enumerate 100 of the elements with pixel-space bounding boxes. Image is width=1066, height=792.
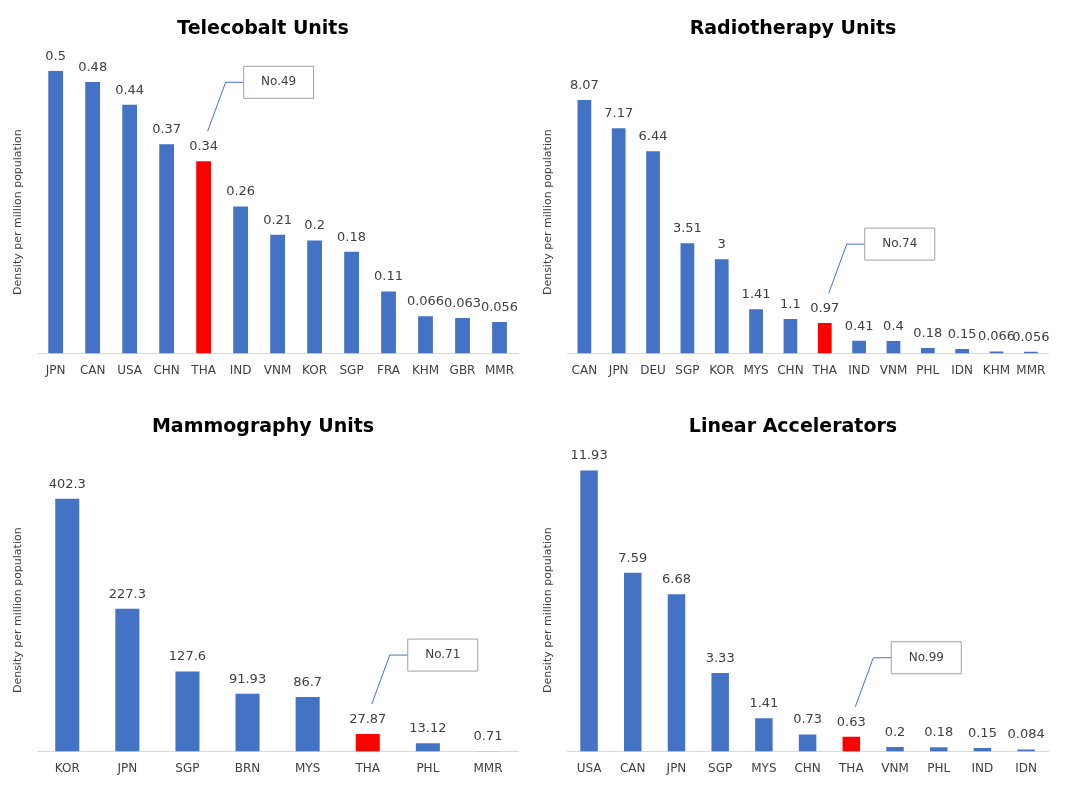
bar xyxy=(307,240,322,354)
bar xyxy=(680,243,695,354)
x-tick-label: CAN xyxy=(619,760,646,775)
data-label: 6.68 xyxy=(662,571,691,587)
x-tick-label: IND xyxy=(229,362,252,377)
x-tick-label: SGP xyxy=(175,760,200,775)
data-label: 0.15 xyxy=(947,325,977,341)
bar xyxy=(159,144,175,354)
data-label: 0.15 xyxy=(967,724,997,740)
bar xyxy=(122,104,138,354)
data-label: 7.17 xyxy=(604,105,634,121)
x-tick-label: MMR xyxy=(473,760,503,775)
data-label: 13.12 xyxy=(409,720,447,736)
data-label: 0.056 xyxy=(480,298,519,314)
bar xyxy=(415,743,440,752)
x-tick-label: USA xyxy=(117,362,143,377)
chart-title: Radiotherapy Units xyxy=(689,16,897,39)
data-label: 0.063 xyxy=(443,294,482,310)
y-axis-title: Density per million population xyxy=(541,527,555,694)
bar xyxy=(233,206,249,354)
data-label: 0.21 xyxy=(263,211,293,227)
x-tick-label: BRN xyxy=(234,760,261,775)
bar xyxy=(817,323,832,354)
data-label: 27.87 xyxy=(349,710,387,726)
x-tick-label: IDN xyxy=(951,362,974,377)
data-label: 0.97 xyxy=(810,300,840,315)
bar xyxy=(85,82,101,354)
x-tick-label: JPN xyxy=(44,362,66,377)
x-tick-label: CHN xyxy=(153,362,180,377)
bar xyxy=(646,151,660,354)
bar xyxy=(920,347,935,354)
data-label: 0.48 xyxy=(78,58,108,74)
data-label: 0.084 xyxy=(1007,726,1045,742)
data-label: 1.41 xyxy=(749,695,779,711)
annotation: No.99 xyxy=(908,649,944,664)
x-tick-label: SGP xyxy=(675,362,700,377)
data-label: 0.63 xyxy=(836,713,866,729)
x-tick-label: IDN xyxy=(1015,760,1038,775)
bar xyxy=(344,251,359,354)
x-tick-label: THA xyxy=(190,362,217,377)
x-tick-label: THA xyxy=(838,760,865,775)
x-tick-label: MYS xyxy=(751,760,777,775)
chart-title: Linear Accelerators xyxy=(688,414,898,437)
bar xyxy=(48,70,64,354)
bar xyxy=(749,309,763,354)
data-label: 0.44 xyxy=(115,81,145,97)
chart-title: Telecobalt Units xyxy=(177,16,349,39)
data-label: 127.6 xyxy=(168,648,207,664)
bar xyxy=(492,321,507,354)
annotation: No.71 xyxy=(425,647,461,662)
bar xyxy=(711,673,729,752)
bar xyxy=(580,470,598,752)
bar xyxy=(886,341,901,354)
bar xyxy=(455,317,470,354)
bar xyxy=(577,100,592,354)
chart-title: Mammography Units xyxy=(151,414,375,437)
x-tick-label: SGP xyxy=(339,362,364,377)
x-tick-label: VNM xyxy=(879,362,908,377)
bar xyxy=(852,340,866,354)
data-label: 86.7 xyxy=(293,673,323,689)
data-label: 0.18 xyxy=(913,324,943,340)
x-tick-label: IND xyxy=(848,362,870,377)
data-label: 0.34 xyxy=(189,138,219,154)
bar xyxy=(842,736,861,752)
bar xyxy=(381,291,396,354)
bar xyxy=(55,498,80,752)
data-label: 0.5 xyxy=(45,47,67,63)
x-tick-label: CAN xyxy=(571,362,598,377)
data-label: 8.07 xyxy=(569,76,599,92)
x-tick-label: GBR xyxy=(449,362,476,377)
bar xyxy=(798,734,817,752)
data-label: 0.18 xyxy=(924,724,954,740)
x-tick-label: PHL xyxy=(416,760,440,775)
bar xyxy=(115,608,140,752)
x-tick-label: PHL xyxy=(927,760,951,775)
bar xyxy=(235,693,260,752)
bar xyxy=(270,234,285,354)
bar xyxy=(418,316,433,354)
y-axis-title: Density per million population xyxy=(541,129,555,296)
x-tick-label: THA xyxy=(354,760,381,775)
x-tick-label: IND xyxy=(971,760,994,775)
bar xyxy=(355,734,380,752)
data-label: 3 xyxy=(717,236,726,252)
data-label: 3.51 xyxy=(672,220,702,236)
x-tick-label: MMR xyxy=(484,362,515,377)
data-label: 0.73 xyxy=(793,711,823,727)
data-label: 1.1 xyxy=(780,295,801,311)
data-label: 0.37 xyxy=(152,121,182,137)
data-label: 1.41 xyxy=(741,286,771,302)
bar xyxy=(929,747,948,752)
x-tick-label: CAN xyxy=(79,362,106,377)
x-tick-label: KHM xyxy=(411,362,440,377)
x-tick-label: KOR xyxy=(302,362,328,377)
data-label: 227.3 xyxy=(108,585,146,601)
data-label: 402.3 xyxy=(48,475,86,491)
data-label: 0.18 xyxy=(337,228,367,244)
bar xyxy=(714,259,729,354)
data-label: 7.59 xyxy=(618,549,648,565)
data-label: 6.44 xyxy=(638,128,668,144)
bar xyxy=(624,572,642,752)
